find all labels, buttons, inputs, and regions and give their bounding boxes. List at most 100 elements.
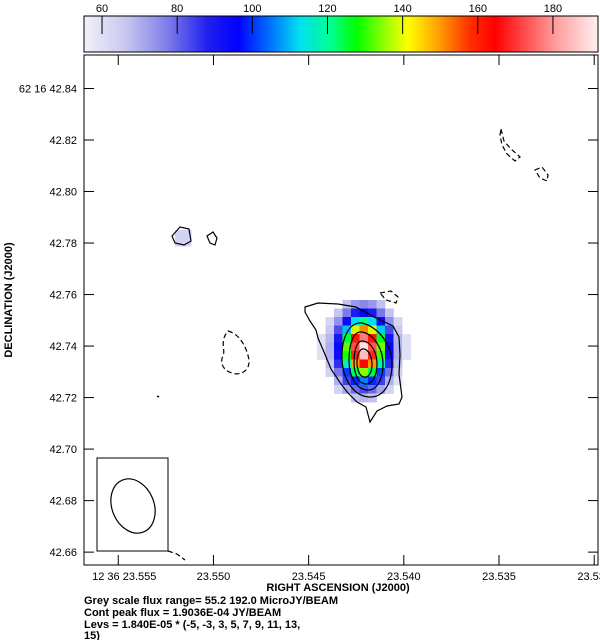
- flux-pixel-71: [393, 359, 403, 369]
- flux-pixel-2: [359, 300, 369, 309]
- colorbar: 60 80 100 120 140 160 180: [83, 3, 599, 53]
- flux-pixel-55: [342, 351, 352, 360]
- flux-pixel-36: [368, 334, 377, 343]
- flux-pixel-23: [342, 325, 352, 335]
- negative-contour-2: [378, 290, 399, 304]
- y-tick-label-8: 42.68: [49, 496, 77, 508]
- colorbar-gradient: [83, 15, 599, 53]
- flux-pixel-3: [368, 300, 377, 309]
- colorbar-tick-label-4: 140: [393, 3, 411, 15]
- flux-pixel-83: [351, 376, 360, 386]
- flux-pixel-79: [385, 368, 394, 377]
- caption: Grey scale flux range= 55.2 192.0 MicroJ…: [84, 595, 338, 640]
- caption-line-1: Grey scale flux range= 55.2 192.0 MicroJ…: [84, 595, 338, 607]
- flux-pixel-64: [334, 359, 343, 369]
- flux-pixel-95: [385, 385, 394, 394]
- caption-line-2: Cont peak flux = 1.9036E-04 JY/BEAM: [84, 607, 281, 619]
- flux-pixel-52: [317, 351, 326, 360]
- flux-pixel-24: [351, 325, 360, 335]
- flux-pixel-72: [325, 368, 335, 377]
- flux-pixel-96: [351, 393, 360, 403]
- flux-pixel-73: [334, 368, 343, 377]
- flux-pixel-101: [175, 238, 184, 247]
- flux-pixel-19: [385, 317, 394, 326]
- flux-pixel-86: [376, 376, 386, 386]
- source-contour-level-5: [356, 348, 373, 378]
- y-tick-label-0: 62 16 42.84: [19, 83, 77, 95]
- flux-pixel-35: [359, 334, 369, 343]
- caption-line-4: 15): [84, 630, 100, 640]
- flux-pixel-57: [359, 351, 369, 360]
- axis-ticks: 12 36 23.555 23.550 23.545 23.540 23.535 23.5…: [19, 55, 600, 583]
- flux-pixel-49: [385, 342, 394, 352]
- flux-pixel-89: [334, 385, 343, 394]
- colorbar-tick-label-5: 160: [469, 3, 487, 15]
- flux-pixel-38: [385, 334, 394, 343]
- flux-pixel-54: [334, 351, 343, 360]
- flux-pixel-74: [342, 368, 352, 377]
- x-axis-title: RIGHT ASCENSION (J2000): [266, 582, 410, 594]
- flux-pixel-28: [385, 325, 394, 335]
- flux-pixel-32: [334, 334, 343, 343]
- flux-pixel-48: [376, 342, 386, 352]
- x-tick-label-3: 23.540: [387, 571, 421, 583]
- colorbar-tick-label-0: 60: [96, 3, 108, 15]
- beam-indicator: [96, 457, 169, 552]
- flux-pixel-30: [317, 334, 326, 343]
- flux-pixel-78: [376, 368, 386, 377]
- flux-pixel-40: [402, 334, 411, 343]
- flux-pixel-14: [342, 317, 352, 326]
- flux-pixel-21: [325, 325, 335, 335]
- flux-pixel-62: [402, 351, 411, 360]
- flux-pixel-100: [183, 230, 192, 239]
- flux-pixel-7: [351, 308, 360, 318]
- flux-pixel-69: [376, 359, 386, 369]
- flux-pixel-60: [385, 351, 394, 360]
- colorbar-tick-label-2: 100: [243, 3, 261, 15]
- source-contour-level-2: [341, 322, 393, 398]
- flux-pixel-17: [368, 317, 377, 326]
- flux-pixel-65: [342, 359, 352, 369]
- flux-pixel-18: [376, 317, 386, 326]
- flux-pixel-25: [359, 325, 369, 335]
- flux-pixel-90: [342, 385, 352, 394]
- flux-pixel-26: [368, 325, 377, 335]
- flux-pixel-9: [368, 308, 377, 318]
- flux-pixel-58: [368, 351, 377, 360]
- flux-pixel-102: [183, 238, 192, 247]
- flux-pixel-77: [368, 368, 377, 377]
- source-contour-level-4: [353, 340, 378, 385]
- colorbar-tick-label-3: 120: [318, 3, 336, 15]
- flux-pixel-56: [351, 351, 360, 360]
- source-contour-level-3: [348, 331, 384, 391]
- plot-area: 12 36 23.555 23.550 23.545 23.540 23.535 23.5…: [19, 54, 600, 583]
- positive-blob-1: [171, 226, 192, 246]
- flux-pixel-13: [334, 317, 343, 326]
- beam-ellipse: [110, 478, 156, 534]
- flux-pixel-59: [376, 351, 386, 360]
- flux-pixel-5: [334, 308, 343, 318]
- flux-pixel-20: [393, 317, 403, 326]
- y-tick-label-9: 42.66: [49, 547, 77, 559]
- flux-pixel-39: [393, 334, 403, 343]
- flux-pixel-51: [402, 342, 411, 352]
- flux-pixel-44: [342, 342, 352, 352]
- contours: [156, 128, 549, 561]
- flux-pixel-63: [325, 359, 335, 369]
- x-tick-label-5: 23.530: [577, 571, 600, 583]
- flux-pixel-11: [385, 308, 394, 318]
- negative-contour-1: [220, 330, 250, 375]
- flux-pixel-45: [351, 342, 360, 352]
- flux-pixel-97: [359, 393, 369, 403]
- flux-pixel-8: [359, 308, 369, 318]
- flux-pixel-12: [325, 317, 335, 326]
- flux-pixel-70: [385, 359, 394, 369]
- flux-pixel-27: [376, 325, 386, 335]
- flux-pixel-16: [359, 317, 369, 326]
- flux-pixel-6: [342, 308, 352, 318]
- flux-pixel-61: [393, 351, 403, 360]
- flux-pixel-66: [351, 359, 360, 369]
- beam-box: [96, 457, 169, 552]
- x-tick-label-2: 23.545: [292, 571, 326, 583]
- positive-blob-2: [206, 231, 218, 246]
